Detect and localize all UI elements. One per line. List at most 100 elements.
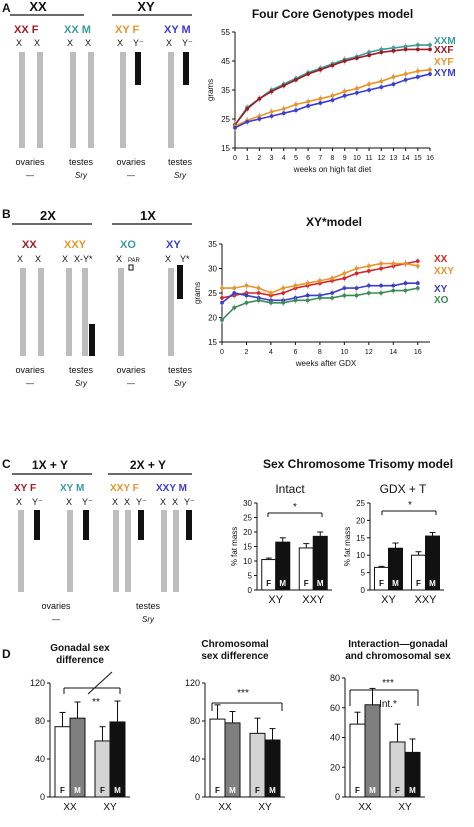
x-tick-label: 16 [426, 155, 434, 162]
y-tick-label: 20 [356, 516, 365, 525]
y-tick-label: 5 [248, 572, 253, 581]
significance-star: ** [92, 697, 100, 708]
category-label: XX [63, 802, 77, 813]
gene-label: Sry [174, 379, 187, 388]
significance-star: * [408, 500, 412, 511]
chart-title: GDX + T [380, 482, 427, 496]
chromosome-label: Y⁻ [184, 497, 195, 507]
data-point [245, 106, 250, 111]
data-point [293, 298, 298, 303]
chromosome-label: X [16, 38, 22, 48]
y-tick-label: 25 [243, 514, 252, 523]
chromosome-label: X-Y* [74, 254, 93, 264]
data-point [354, 91, 359, 95]
data-point [244, 293, 249, 298]
genotype-label: XY [166, 239, 181, 251]
gene-label: Sry [142, 615, 155, 624]
genotype-label: XY F [14, 483, 36, 494]
data-point [232, 286, 237, 290]
data-point [269, 109, 274, 114]
data-point [305, 293, 310, 298]
chromosome-label: X [112, 497, 118, 507]
panel-label-b: B [2, 207, 11, 221]
x-tick-label: 12 [377, 155, 385, 162]
gene-label: — [127, 379, 135, 388]
genotype-label: XY F [115, 24, 140, 36]
data-point [269, 291, 273, 295]
chromosome-x [168, 268, 174, 356]
data-point [366, 283, 371, 288]
chromosome-x [168, 52, 174, 148]
panel-label-c: C [2, 457, 11, 471]
data-point [244, 300, 249, 305]
data-point [391, 48, 396, 53]
y-tick-label: 0 [335, 792, 340, 802]
data-point [403, 261, 408, 266]
y-axis-label: grams [193, 282, 202, 304]
y-tick-label: 10 [243, 557, 252, 566]
bar-label: M [429, 579, 436, 588]
group-title-1x-y: 1X + Y [32, 458, 68, 472]
data-point [330, 296, 335, 300]
y-tick-label: 15 [221, 144, 230, 153]
chromosome-x [113, 510, 119, 592]
data-point [342, 89, 347, 94]
bar-label: M [279, 579, 286, 588]
legend-xyf: XYF [434, 57, 453, 68]
chromosome-label: X [116, 254, 122, 264]
data-point [220, 300, 224, 305]
y-tick-label: 5 [361, 569, 366, 578]
x-tick-label: 7 [318, 155, 322, 162]
data-point [257, 96, 262, 101]
chart-title: Interaction—gonadal [348, 639, 448, 650]
bar-label: F [379, 579, 384, 588]
data-point [428, 67, 432, 72]
category-label: XY [103, 802, 117, 813]
data-point [281, 83, 286, 88]
data-point [342, 293, 347, 298]
gonad-label: ovaries [15, 157, 45, 167]
chromosome-label: X [16, 497, 22, 507]
gonad-label: testes [69, 157, 94, 167]
y-tick-label: 35 [221, 86, 230, 95]
y-tick-label: 0 [361, 586, 366, 595]
y-tick-label: 30 [208, 265, 217, 274]
chromosome-x [66, 268, 72, 356]
data-point [403, 72, 408, 76]
significance-star: *** [237, 688, 249, 699]
bar-label: F [355, 786, 360, 795]
data-point [220, 296, 224, 300]
bar-label: M [269, 786, 276, 795]
data-point [245, 120, 250, 124]
x-tick-label: 10 [340, 349, 348, 356]
data-point [403, 281, 408, 286]
data-point [294, 102, 298, 107]
y-tick-label: 40 [330, 733, 340, 743]
data-point [220, 318, 224, 322]
x-tick-label: 2 [257, 155, 261, 162]
category-label: XX [218, 802, 232, 813]
data-point [306, 99, 311, 104]
data-point [342, 276, 347, 281]
data-point [342, 286, 347, 290]
chromosome-label: X [67, 38, 73, 48]
bar-xx-m [364, 704, 381, 798]
chromosome-y-star [177, 265, 183, 299]
data-point [293, 283, 298, 288]
y-tick-label: 20 [243, 528, 252, 537]
chromosome-x [20, 268, 26, 356]
y-tick-label: 120 [185, 678, 200, 688]
chart-title: sex difference [201, 651, 269, 662]
data-point [269, 300, 273, 305]
gonad-label: testes [69, 365, 94, 375]
chromosome-label: X [17, 254, 23, 264]
x-axis-label: weeks after GDX [295, 359, 357, 368]
y-tick-label: 80 [35, 716, 45, 726]
data-point [330, 98, 335, 103]
bar-label: F [255, 786, 260, 795]
x-tick-label: 8 [331, 155, 335, 162]
y-tick-label: 15 [208, 338, 217, 347]
x-tick-label: 6 [306, 155, 310, 162]
gonad-label: testes [136, 601, 161, 611]
chromosome-x [67, 510, 73, 592]
